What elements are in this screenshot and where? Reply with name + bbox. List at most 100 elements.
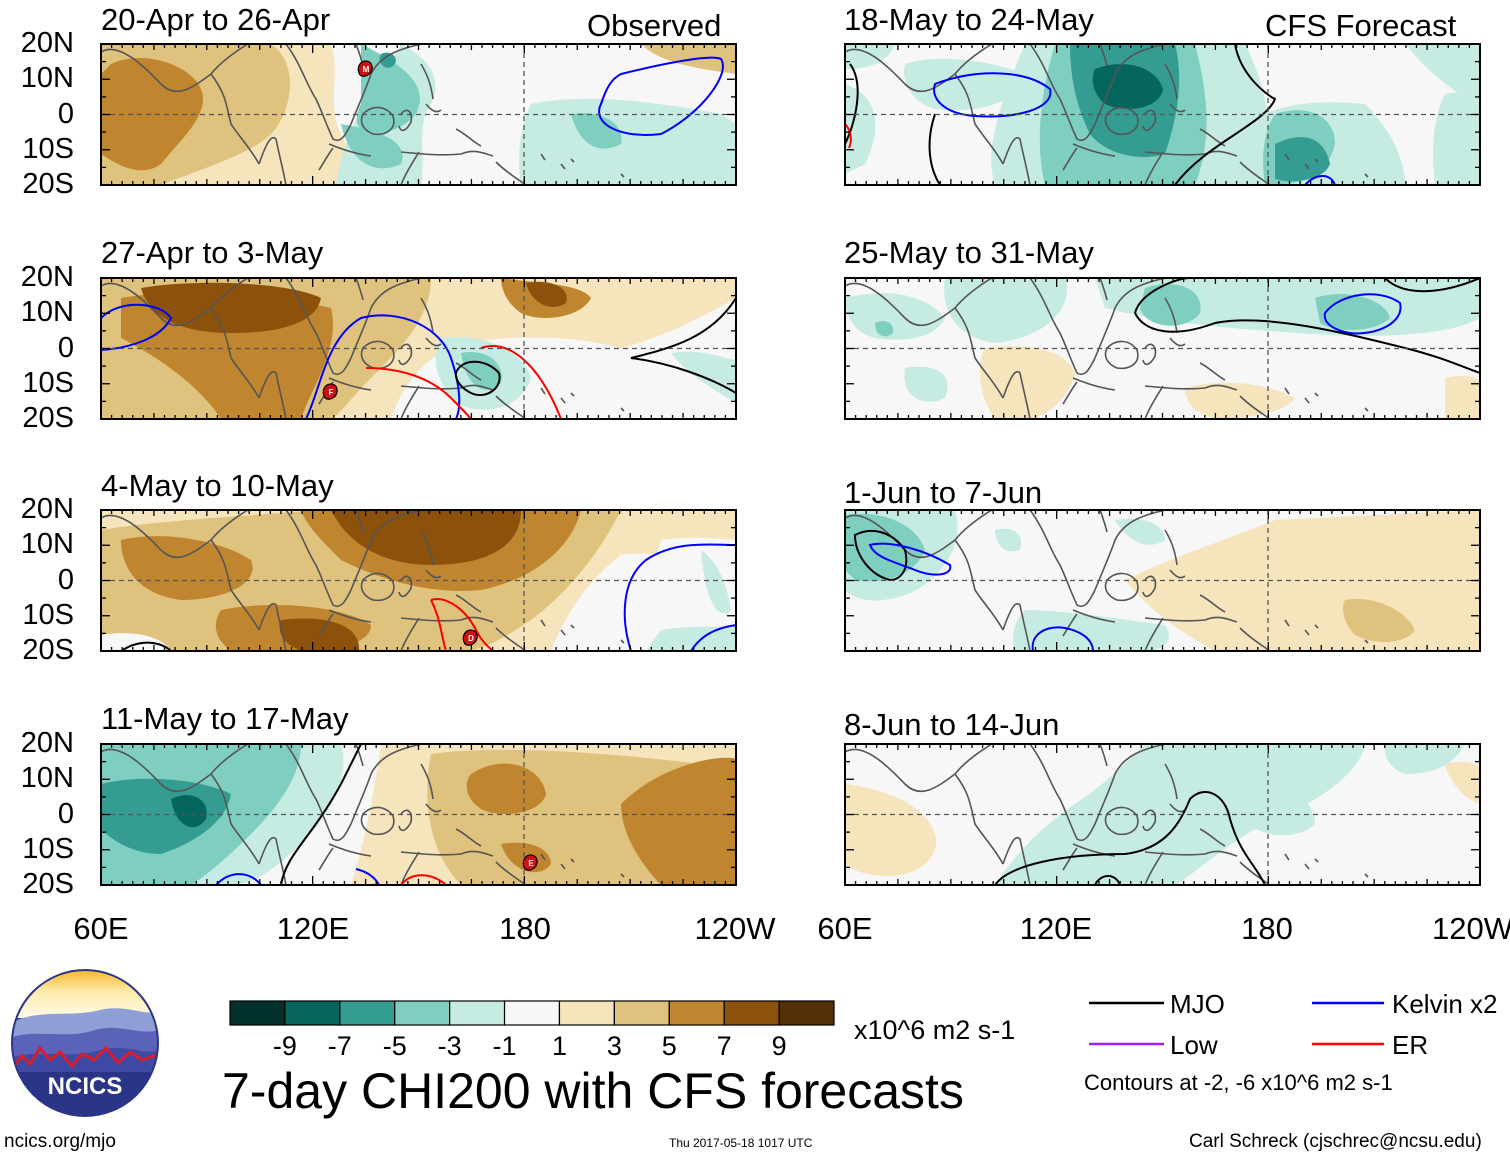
observed-label: Observed [587, 8, 722, 43]
legend-label-er: ER [1392, 1030, 1429, 1060]
contour-line [1094, 875, 1121, 885]
contour-line [120, 641, 172, 651]
legend-note: Contours at -2, -6 x10^6 m2 s-1 [1084, 1070, 1393, 1095]
lat-label: 20N [20, 261, 74, 293]
lat-label: 20S [22, 402, 74, 434]
lon-label-120w-left: 120W [694, 911, 776, 946]
colorbar-tick: 9 [772, 1031, 787, 1061]
colorbar-tick: 5 [662, 1031, 677, 1061]
panel-title-2: 27-Apr to 3-May [101, 235, 324, 270]
contour-line [430, 598, 494, 651]
storm-letter: M [363, 65, 370, 74]
contour-line [994, 790, 1266, 885]
lat-label: 10S [22, 598, 74, 631]
contour-line [933, 72, 1052, 118]
legend-label-low: Low [1170, 1030, 1218, 1060]
contour-line [305, 314, 461, 419]
contour-line [845, 123, 852, 149]
colorbar-swatch [778, 1000, 835, 1026]
storm-letter: E [528, 859, 534, 868]
lon-label-60e-left: 60E [73, 911, 129, 946]
colorbar-swatch [668, 1000, 725, 1026]
contour-line [1134, 312, 1480, 374]
colorbar-swatch [613, 1000, 670, 1026]
colorbar-swatch [339, 1000, 396, 1026]
main-title: 7-day CHI200 with CFS forecasts [222, 1063, 964, 1119]
contour-line [1174, 44, 1277, 185]
colorbar-tick: -1 [493, 1031, 517, 1061]
logo-text: NCICS [48, 1073, 123, 1100]
contour-line [1031, 626, 1094, 651]
panel-title-3: 4-May to 10-May [101, 468, 334, 503]
colorbar-swatch [503, 1000, 561, 1026]
footer-url[interactable]: ncics.org/mjo [4, 1131, 116, 1152]
colorbar-tick: 1 [552, 1031, 567, 1061]
panel-title-1: 20-Apr to 26-Apr [101, 2, 331, 37]
panel-title-7: 1-Jun to 7-Jun [844, 475, 1043, 510]
lat-label: 10N [20, 528, 74, 561]
map-panel-6 [844, 277, 1481, 420]
map-panel-8 [844, 743, 1481, 886]
panel-title-4: 11-May to 17-May [101, 701, 349, 736]
lat-label: 20S [22, 868, 74, 900]
lon-label-60e-right: 60E [817, 911, 873, 946]
panel-title-6: 25-May to 31-May [844, 235, 1094, 270]
lat-label: 10N [20, 62, 74, 95]
contour-line [853, 530, 908, 582]
lon-label-180-right: 180 [1241, 911, 1293, 946]
contour-line [400, 874, 447, 885]
legend: MJO Kelvin x2 Low ER Contours at -2, -6 … [1084, 985, 1504, 1095]
colorbar-tick: -9 [273, 1031, 297, 1061]
colorbar-swatch [449, 1000, 506, 1026]
lat-label: 0 [57, 563, 74, 596]
colorbar-tick: -7 [328, 1031, 352, 1061]
lat-label: 10N [20, 296, 74, 329]
legend-label-kelvin: Kelvin x2 [1392, 989, 1498, 1019]
contour-line [1304, 175, 1336, 185]
lat-label: 20N [20, 27, 74, 59]
contour-line [623, 543, 736, 651]
panel-title-5: 18-May to 24-May [844, 2, 1094, 37]
lat-label: 20N [20, 493, 74, 525]
colorbar-swatch [558, 1000, 615, 1026]
contour-line [480, 345, 562, 419]
colorbar: -9 -7 -5 -3 -1 1 3 5 7 9 [229, 1000, 835, 1061]
contour-line [630, 297, 736, 359]
contour-line [430, 599, 447, 651]
colorbar-swatch [284, 1000, 341, 1026]
colorbar-tick: 3 [607, 1031, 622, 1061]
legend-label-mjo: MJO [1170, 989, 1225, 1019]
contour-line [928, 113, 941, 185]
colorbar-tick: -5 [383, 1031, 407, 1061]
contour-line [1384, 278, 1480, 293]
contour-line [340, 744, 362, 785]
footer-author: Carl Schreck (cjschrec@ncsu.edu) [1189, 1131, 1482, 1152]
colorbar-swatch [229, 1000, 286, 1026]
forecast-label: CFS Forecast [1265, 8, 1457, 43]
colorbar-swatch [394, 1000, 451, 1026]
contour-line [868, 542, 952, 576]
map-panel-3: D [100, 509, 737, 652]
storm-marker: E [522, 854, 538, 871]
map-panel-1: M [100, 43, 737, 186]
lat-label: 0 [57, 797, 74, 830]
storm-letter: F [329, 388, 334, 397]
lon-label-120e-right: 120E [1019, 911, 1093, 946]
contour-line [845, 63, 859, 145]
storm-marker: M [357, 60, 373, 77]
colorbar-tick: -3 [438, 1031, 462, 1061]
lat-label: 10N [20, 762, 74, 795]
map-panel-4: E [100, 743, 737, 886]
contour-line [215, 873, 262, 885]
map-panel-7 [844, 509, 1481, 652]
map-panel-2: F [100, 277, 737, 420]
panel-title-8: 8-Jun to 14-Jun [844, 707, 1060, 742]
storm-marker: F [322, 383, 338, 400]
contour-line [454, 360, 501, 396]
contour-line [598, 56, 724, 136]
lat-label: 20S [22, 634, 74, 666]
lon-label-120w-right: 120W [1432, 911, 1510, 946]
lat-label: 20S [22, 168, 74, 200]
lat-label: 0 [57, 331, 74, 364]
storm-letter: D [468, 634, 474, 643]
